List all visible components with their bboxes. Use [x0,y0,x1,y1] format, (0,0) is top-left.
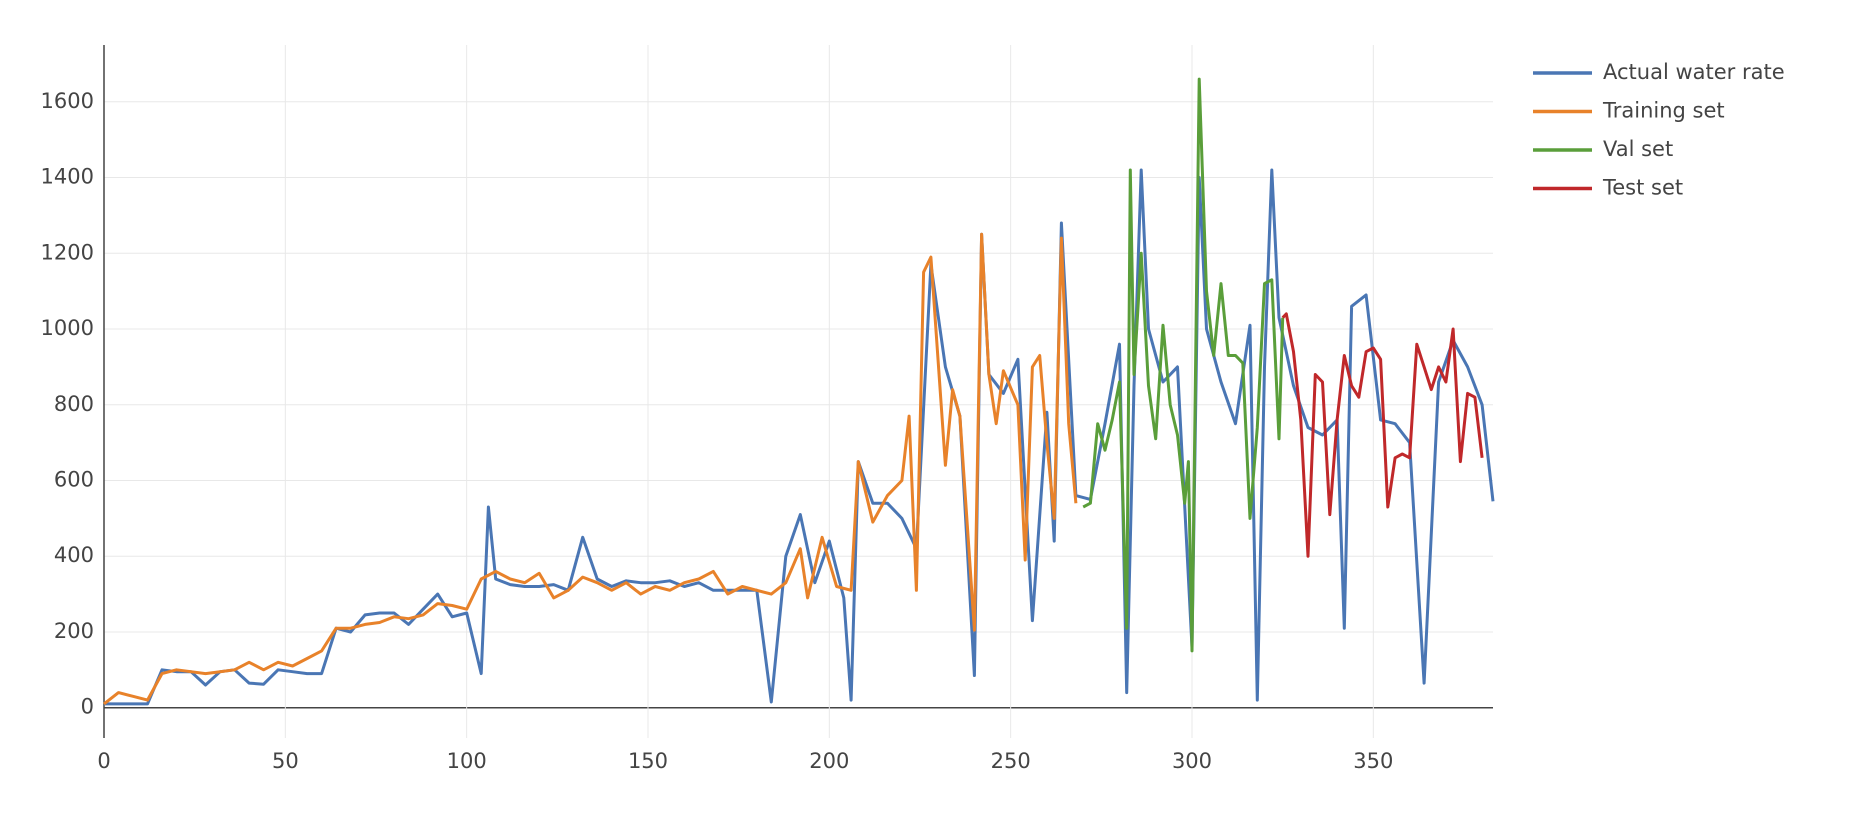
y-tick-label: 600 [54,467,94,491]
series-line [1082,77,1285,653]
y-tick-label: 0 [81,695,94,719]
y-tick-label: 800 [54,392,94,416]
x-tick-label: 0 [97,749,110,773]
series-line [104,168,1495,706]
y-tick-label: 1400 [41,165,94,189]
x-tick-label: 50 [272,749,299,773]
y-tick-label: 1600 [41,89,94,113]
x-tick-label: 250 [991,749,1031,773]
x-tick-label: 200 [809,749,849,773]
y-tick-label: 1200 [41,240,94,264]
legend-label: Val set [1603,137,1673,161]
y-tick-label: 200 [54,619,94,643]
series-line [1281,312,1484,558]
x-tick-label: 100 [447,749,487,773]
series-line [103,232,1078,706]
x-tick-label: 300 [1172,749,1212,773]
x-tick-label: 150 [628,749,668,773]
legend-label: Training set [1602,99,1725,123]
x-tick-label: 350 [1353,749,1393,773]
legend-label: Test set [1602,176,1683,200]
y-tick-label: 400 [54,543,94,567]
legend-label: Actual water rate [1603,60,1785,84]
y-tick-label: 1000 [41,316,94,340]
